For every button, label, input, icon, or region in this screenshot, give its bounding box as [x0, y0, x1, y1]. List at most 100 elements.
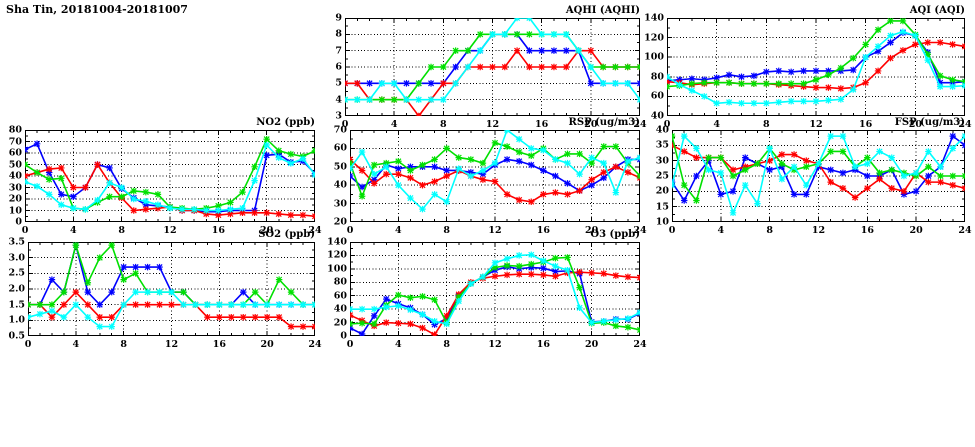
page-title: Sha Tin, 20181004-20181007 — [6, 3, 188, 16]
x-tick-label-so2: 8 — [120, 339, 127, 350]
x-tick-label-so2: 24 — [308, 339, 322, 350]
y-tick-label-rsp: 40 — [333, 179, 347, 191]
y-tick-label-no2: 80 — [8, 124, 22, 136]
x-tick-label-rsp: 8 — [443, 225, 450, 236]
plot-area-no2 — [25, 130, 315, 222]
y-tick-label-aqhi: 3 — [335, 110, 342, 122]
chart-title-aqhi: AQHI (AQHI) — [565, 5, 640, 16]
y-tick-label-o3: 60 — [333, 290, 347, 302]
x-tick-label-aqhi: 20 — [584, 119, 598, 130]
y-tick-label-no2: 70 — [8, 136, 22, 147]
x-tick-label-no2: 24 — [308, 225, 322, 236]
y-tick-label-rsp: 30 — [333, 198, 347, 210]
y-tick-label-no2: 10 — [8, 205, 22, 216]
y-tick-label-no2: 30 — [8, 182, 22, 193]
x-tick-label-o3: 0 — [346, 339, 354, 350]
x-tick-label-no2: 16 — [211, 225, 225, 236]
y-tick-label-aqhi: 5 — [335, 77, 342, 89]
y-tick-label-so2: 3.5 — [8, 236, 25, 248]
y-tick-label-fsp: 30 — [655, 155, 669, 167]
y-tick-label-so2: 3.0 — [8, 252, 25, 264]
y-tick-label-no2: 50 — [8, 159, 22, 170]
y-tick-label-fsp: 35 — [655, 139, 669, 151]
x-tick-label-rsp: 20 — [585, 225, 599, 236]
series-no2-day4 — [25, 141, 315, 214]
plot-area-fsp — [672, 130, 965, 222]
x-tick-label-so2: 20 — [260, 339, 274, 350]
x-tick-label-no2: 0 — [21, 225, 29, 236]
x-tick-label-aqi: 0 — [663, 119, 671, 130]
x-tick-label-o3: 4 — [395, 339, 402, 350]
x-tick-label-aqi: 8 — [763, 119, 770, 130]
series-fsp-day1 — [672, 132, 965, 204]
x-tick-label-fsp: 4 — [717, 225, 725, 236]
x-tick-label-aqi: 12 — [809, 119, 823, 130]
x-tick-label-fsp: 0 — [668, 225, 676, 236]
x-tick-label-so2: 0 — [24, 339, 32, 350]
x-tick-label-no2: 4 — [70, 225, 77, 236]
y-tick-label-aqi: 140 — [644, 12, 664, 24]
chart-panel-o3: O3 (ppb) 0 20 40 60 80 100 120 140 0 4 8 12 16 20 24 — [327, 229, 646, 350]
y-tick-label-so2: 0.5 — [8, 330, 25, 342]
y-tick-label-no2: 20 — [8, 193, 22, 205]
series-rsp-day4 — [350, 130, 640, 213]
y-tick-label-o3: 0 — [340, 330, 347, 342]
x-tick-label-fsp: 16 — [860, 225, 874, 236]
y-tick-label-o3: 80 — [333, 276, 347, 288]
y-tick-label-no2: 60 — [8, 147, 22, 159]
y-tick-label-aqi: 60 — [650, 90, 664, 102]
x-tick-label-o3: 12 — [488, 339, 502, 350]
y-tick-label-o3: 140 — [327, 236, 347, 248]
y-tick-label-so2: 2.5 — [8, 267, 25, 279]
x-tick-label-aqi: 24 — [958, 119, 972, 130]
chart-panel-rsp: RSP (ug/m3) 20 30 40 50 60 70 0 4 8 12 16 20 24 — [334, 117, 647, 236]
x-tick-label-rsp: 4 — [395, 225, 402, 236]
plot-area-o3 — [350, 242, 640, 336]
y-tick-label-rsp: 20 — [333, 216, 347, 228]
plot-area-so2 — [28, 242, 315, 336]
x-tick-label-aqhi: 24 — [633, 119, 647, 130]
y-tick-label-o3: 100 — [327, 263, 347, 275]
x-tick-label-so2: 16 — [212, 339, 226, 350]
x-tick-label-no2: 12 — [163, 225, 177, 236]
chart-panel-no2: NO2 (ppb) 0 10 20 30 40 50 60 70 80 0 4 8 12 16 20 24 — [9, 117, 322, 236]
series-fsp-day4 — [672, 132, 965, 217]
y-tick-label-aqi: 80 — [650, 71, 664, 83]
x-tick-label-fsp: 20 — [909, 225, 923, 236]
x-tick-label-o3: 24 — [633, 339, 647, 350]
y-tick-label-o3: 120 — [327, 249, 347, 261]
y-tick-label-o3: 20 — [333, 317, 347, 329]
plot-area-rsp — [350, 130, 640, 222]
x-tick-label-o3: 8 — [443, 339, 450, 350]
series-no2-day3 — [25, 135, 315, 213]
chart-title-fsp: FSP (ug/m3) — [894, 117, 965, 128]
series-aqhi-day1 — [345, 31, 640, 87]
x-tick-label-aqhi: 8 — [440, 119, 447, 130]
x-tick-label-aqi: 20 — [908, 119, 922, 130]
x-tick-label-o3: 16 — [536, 339, 550, 350]
chart-title-o3: O3 (ppb) — [590, 229, 640, 240]
x-tick-label-aqi: 4 — [713, 119, 720, 130]
y-tick-label-fsp: 15 — [655, 201, 669, 213]
y-tick-label-aqhi: 7 — [335, 45, 342, 57]
y-tick-label-aqi: 120 — [644, 32, 664, 44]
x-tick-label-rsp: 0 — [346, 225, 354, 236]
y-tick-label-fsp: 25 — [655, 170, 669, 182]
x-tick-label-rsp: 12 — [488, 225, 502, 236]
y-tick-label-so2: 1.0 — [8, 314, 25, 326]
y-tick-label-aqhi: 4 — [335, 94, 342, 106]
y-tick-label-no2: 40 — [8, 170, 22, 182]
x-tick-label-so2: 4 — [72, 339, 80, 350]
x-tick-label-aqhi: 4 — [390, 119, 398, 130]
x-tick-label-fsp: 12 — [811, 225, 826, 236]
plot-area-aqhi — [345, 18, 640, 116]
y-tick-label-aqi: 40 — [650, 110, 664, 122]
chart-title-rsp: RSP (ug/m3) — [568, 117, 640, 128]
plot-area-aqi — [667, 18, 965, 116]
x-tick-label-fsp: 24 — [958, 225, 972, 236]
y-tick-label-aqi: 100 — [644, 51, 664, 63]
x-tick-label-rsp: 24 — [633, 225, 647, 236]
y-tick-label-aqhi: 9 — [335, 12, 342, 24]
x-tick-label-aqhi: 0 — [341, 119, 349, 130]
y-tick-label-fsp: 10 — [655, 216, 669, 228]
